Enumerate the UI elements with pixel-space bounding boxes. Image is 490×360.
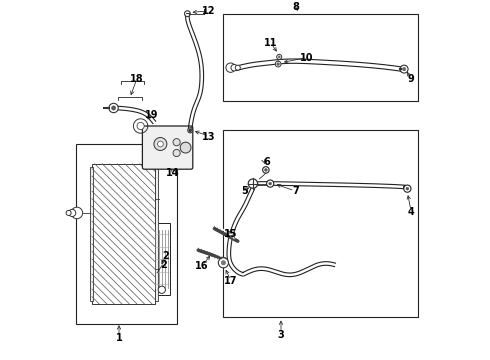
Circle shape (173, 139, 180, 146)
Circle shape (404, 185, 411, 192)
Circle shape (265, 168, 268, 171)
Circle shape (267, 180, 274, 187)
Circle shape (277, 54, 282, 59)
Circle shape (188, 128, 193, 133)
Text: 17: 17 (224, 276, 237, 286)
Circle shape (402, 67, 406, 71)
Circle shape (263, 167, 269, 173)
Circle shape (71, 207, 83, 219)
Bar (153, 223, 171, 295)
Circle shape (221, 261, 225, 265)
Circle shape (69, 210, 76, 217)
Circle shape (173, 149, 180, 157)
Text: 8: 8 (292, 2, 299, 12)
Text: 7: 7 (292, 186, 299, 196)
Circle shape (109, 103, 118, 113)
Text: 2: 2 (162, 251, 169, 261)
Circle shape (185, 11, 190, 17)
Circle shape (248, 179, 258, 188)
Text: 10: 10 (299, 53, 313, 63)
Bar (223, 130, 418, 317)
Circle shape (406, 187, 409, 190)
Text: 16: 16 (195, 261, 209, 271)
FancyBboxPatch shape (143, 126, 193, 169)
Circle shape (231, 64, 238, 71)
Text: 9: 9 (407, 74, 414, 84)
Bar (155, 167, 157, 301)
Circle shape (189, 129, 192, 131)
Circle shape (278, 56, 280, 58)
Text: 6: 6 (263, 157, 270, 167)
Circle shape (400, 65, 408, 73)
Bar (92, 164, 155, 304)
Text: 19: 19 (145, 110, 158, 120)
Circle shape (157, 141, 163, 147)
Text: 4: 4 (407, 207, 414, 217)
Circle shape (66, 210, 71, 215)
Circle shape (158, 286, 166, 293)
Text: 2: 2 (161, 260, 168, 270)
Circle shape (137, 122, 144, 130)
Circle shape (154, 138, 167, 150)
Text: 3: 3 (278, 330, 284, 340)
Text: 18: 18 (130, 74, 144, 84)
Text: 13: 13 (202, 132, 216, 142)
Text: 1: 1 (116, 333, 122, 343)
Circle shape (275, 61, 281, 67)
Circle shape (180, 142, 191, 153)
Circle shape (269, 182, 271, 185)
Bar (223, 14, 418, 101)
Circle shape (277, 63, 280, 66)
Text: 5: 5 (242, 186, 248, 196)
Circle shape (235, 65, 240, 70)
Text: 11: 11 (264, 38, 277, 48)
Bar (76, 144, 176, 324)
Bar (90, 167, 93, 301)
Circle shape (219, 258, 228, 268)
Circle shape (226, 63, 235, 72)
Circle shape (111, 106, 116, 110)
Text: 14: 14 (166, 168, 180, 178)
Text: 15: 15 (224, 229, 237, 239)
Text: 12: 12 (202, 6, 216, 16)
